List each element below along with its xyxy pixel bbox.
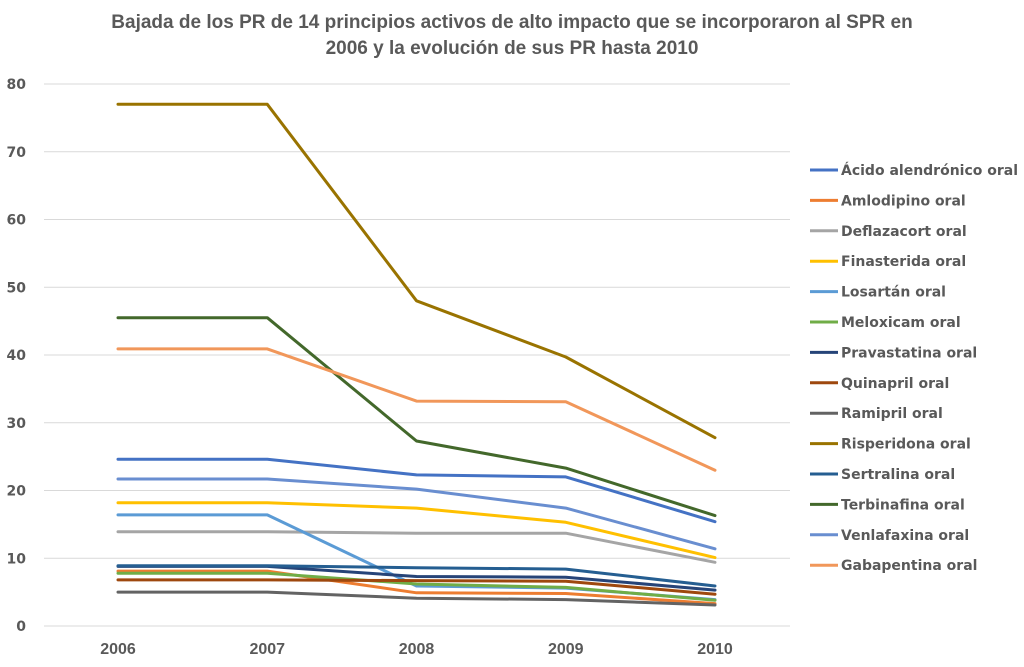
series-line bbox=[116, 530, 717, 564]
x-tick-label: 2009 bbox=[548, 641, 584, 658]
series-line bbox=[116, 501, 717, 560]
legend-label: Gabapentina oral bbox=[841, 558, 977, 574]
legend-item: Risperidona oral bbox=[810, 437, 971, 453]
legend-label: Quinapril oral bbox=[841, 376, 949, 392]
chart-title-line-2: 2006 y la evolución de sus PR hasta 2010 bbox=[325, 38, 699, 59]
legend-item: Venlafaxina oral bbox=[810, 528, 969, 544]
gridlines bbox=[44, 83, 790, 627]
legend-item: Losartán oral bbox=[810, 285, 946, 301]
chart-title: Bajada de los PR de 14 principios activo… bbox=[0, 10, 1024, 62]
x-tick-label: 2006 bbox=[100, 641, 136, 658]
legend-label: Meloxicam oral bbox=[841, 315, 961, 331]
series-line bbox=[116, 457, 717, 524]
legend-label: Ramipril oral bbox=[841, 406, 943, 422]
series-line bbox=[116, 347, 717, 472]
legend-item: Quinapril oral bbox=[810, 376, 949, 392]
series-line bbox=[116, 316, 717, 518]
legend-label: Ácido alendrónico oral bbox=[841, 162, 1018, 179]
y-tick-label: 10 bbox=[7, 551, 27, 567]
legend-item: Amlodipino oral bbox=[810, 193, 966, 209]
legend-label: Amlodipino oral bbox=[841, 193, 966, 209]
series-line bbox=[116, 590, 717, 607]
y-axis: 0 10 20 30 40 50 60 70 80 bbox=[7, 77, 27, 635]
y-tick-label: 70 bbox=[7, 145, 27, 161]
x-axis: 2006 2007 2008 2009 2010 bbox=[100, 641, 733, 658]
legend-label: Venlafaxina oral bbox=[841, 528, 969, 544]
series-line bbox=[116, 569, 717, 606]
y-tick-label: 40 bbox=[7, 348, 27, 364]
plot-area bbox=[116, 102, 717, 607]
legend-label: Pravastatina oral bbox=[841, 345, 977, 361]
legend-item: Deflazacort oral bbox=[810, 224, 967, 240]
series-line bbox=[116, 477, 717, 551]
legend-item: Terbinafina oral bbox=[810, 497, 965, 513]
y-tick-label: 80 bbox=[7, 77, 27, 93]
legend-label: Finasterida oral bbox=[841, 254, 966, 270]
y-tick-label: 60 bbox=[7, 213, 27, 229]
legend-item: Gabapentina oral bbox=[810, 558, 977, 574]
legend: Ácido alendrónico oral Amlodipino oral Def… bbox=[810, 162, 1018, 574]
x-tick-label: 2010 bbox=[697, 641, 733, 658]
legend-item: Finasterida oral bbox=[810, 254, 966, 270]
legend-item: Sertralina oral bbox=[810, 467, 955, 483]
legend-label: Terbinafina oral bbox=[841, 497, 965, 513]
chart-title-line-1: Bajada de los PR de 14 principios activo… bbox=[111, 12, 913, 33]
series-line bbox=[116, 102, 717, 440]
legend-item: Meloxicam oral bbox=[810, 315, 961, 331]
series-line bbox=[116, 571, 717, 602]
y-tick-label: 20 bbox=[7, 484, 27, 500]
x-tick-label: 2007 bbox=[249, 641, 285, 658]
y-tick-label: 50 bbox=[7, 280, 27, 296]
legend-item: Ramipril oral bbox=[810, 406, 943, 422]
legend-label: Losartán oral bbox=[841, 285, 946, 301]
series-line bbox=[116, 578, 717, 596]
series-line bbox=[116, 564, 717, 588]
y-tick-label: 30 bbox=[7, 416, 27, 432]
legend-label: Risperidona oral bbox=[841, 437, 971, 453]
legend-item: Ácido alendrónico oral bbox=[810, 162, 1018, 179]
legend-item: Pravastatina oral bbox=[810, 345, 977, 361]
legend-label: Sertralina oral bbox=[841, 467, 955, 483]
x-tick-label: 2008 bbox=[399, 641, 435, 658]
y-tick-label: 0 bbox=[16, 619, 26, 635]
legend-label: Deflazacort oral bbox=[841, 224, 967, 240]
